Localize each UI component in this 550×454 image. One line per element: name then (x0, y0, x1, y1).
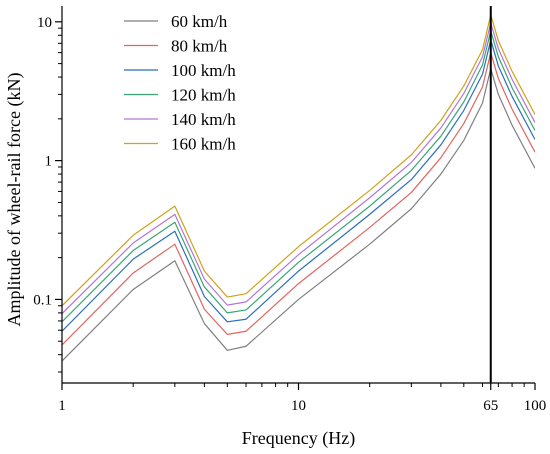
frame-layer: 1 10 65 100 0.1 1 10 (33, 6, 546, 414)
series-line-140-km-h (62, 22, 535, 315)
series-line-120-km-h (62, 30, 535, 323)
series-line-160-km-h (62, 14, 535, 307)
x-tick-label: 65 (483, 398, 498, 414)
legend-label-100-km-h: 100 km/h (171, 61, 236, 80)
y-tick-label: 1 (45, 154, 53, 170)
legend-label-60-km-h: 60 km/h (171, 12, 228, 31)
y-tick-label: 0.1 (33, 292, 52, 308)
legend-label-120-km-h: 120 km/h (171, 86, 236, 105)
x-tick-label: 1 (58, 398, 66, 414)
legend-label-140-km-h: 140 km/h (171, 110, 236, 129)
series-line-100-km-h (62, 39, 535, 332)
series-layer (62, 14, 535, 362)
series-line-80-km-h (62, 52, 535, 346)
x-tick-label: 10 (291, 398, 306, 414)
series-line-60-km-h (62, 68, 535, 362)
legend-label-80-km-h: 80 km/h (171, 37, 228, 56)
y-tick-label: 10 (37, 15, 52, 31)
y-axis-title: Amplitude of wheel-rail force (kN) (4, 73, 25, 327)
legend: 60 km/h 80 km/h 100 km/h 120 km/h 140 km/h 16… (124, 12, 236, 154)
x-tick-label: 100 (524, 398, 547, 414)
x-axis-title: Frequency (Hz) (242, 428, 355, 449)
legend-label-160-km-h: 160 km/h (171, 135, 236, 154)
